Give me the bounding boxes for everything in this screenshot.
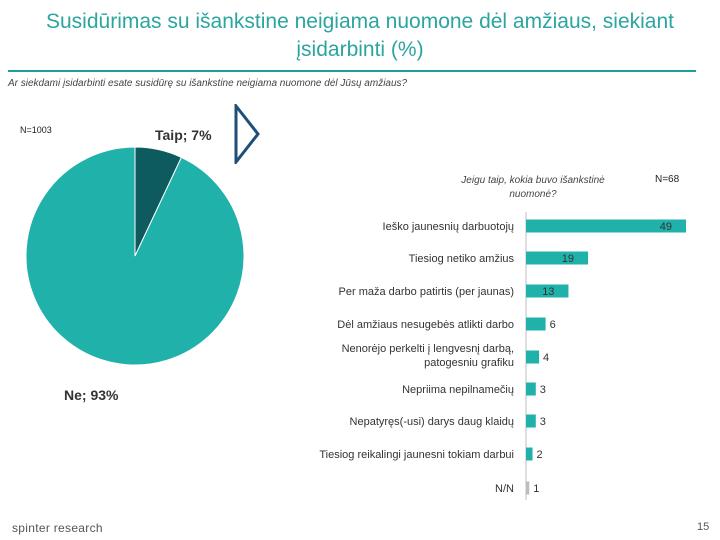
bar [526,350,540,364]
bar-value-label: 4 [543,352,549,364]
bar [526,284,569,298]
bar-value-label: 2 [537,449,543,461]
title-divider [8,70,696,72]
pie-label-no: Ne; 93% [64,387,119,403]
bar [526,382,536,396]
bar-category-label: Tiesiog reikalingi jaunesni tokiam darbu… [319,449,514,461]
bar-value-label: 1 [533,483,539,495]
bar-value-label: 3 [540,384,546,396]
bar [526,317,546,331]
bar-category-label: Nepatyręs(-usi) darys daug klaidų [350,416,514,428]
bar-category-label: Per maža darbo patirtis (per jaunas) [339,286,514,298]
survey-question: Ar siekdami įsidarbinti esate susidūrę s… [8,78,408,89]
bar [526,251,589,265]
bar-category-label: Ieško jaunesnių darbuotojų [383,221,514,233]
bar-category-label: Tiesiog netiko amžius [409,253,515,265]
bar [526,481,530,495]
page-title: Susidūrimas su išankstine neigiama nuomo… [46,10,674,61]
page-number: 15 [697,521,710,533]
bar-value-label: 3 [540,416,546,428]
brand-logo: spinter research [12,521,103,535]
bar-sample-size: N=68 [655,174,680,185]
bar [526,219,686,233]
bar-category-label: Nepriima nepilnamečių [402,384,514,396]
bar-value-label: 13 [542,286,554,298]
bar-category-label: Dėl amžiaus nesugebės atlikti darbo [337,319,514,331]
bar [526,447,533,461]
pie-label-yes: Taip; 7% [155,127,212,143]
bar-value-label: 19 [562,253,574,265]
bar-value-label: 6 [550,319,556,331]
bar-chart-subtitle: Jeigu taip, kokia buvo išankstinė nuomon… [461,175,605,200]
pie-sample-size: N=1003 [20,125,52,135]
bar-category-label: Nenorėjo perkelti į lengvesnį darbą, pato… [342,343,514,369]
bar-category-label: N/N [495,483,514,495]
bar-value-label: 49 [660,221,672,233]
bar [526,414,536,428]
